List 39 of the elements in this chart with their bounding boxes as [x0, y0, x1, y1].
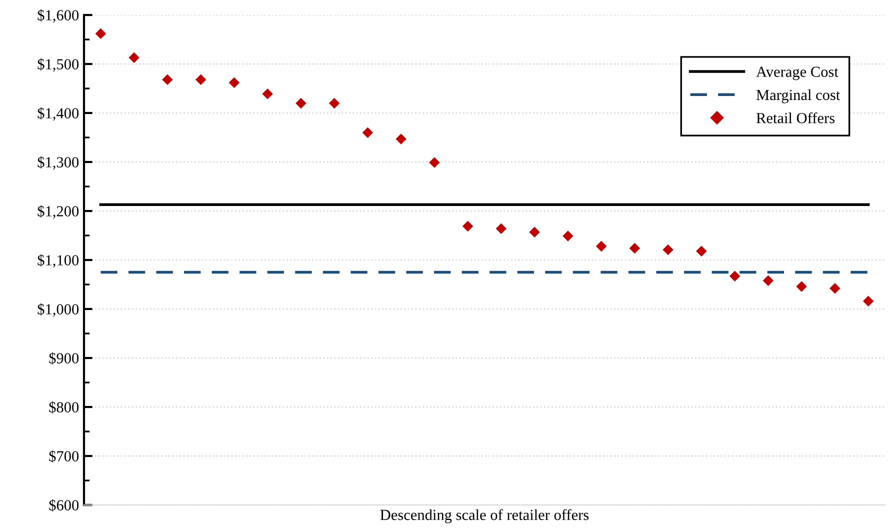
- y-tick-label: $1,500: [38, 58, 79, 72]
- point: [862, 296, 874, 307]
- point: [228, 77, 240, 88]
- point: [328, 98, 340, 109]
- point: [296, 98, 306, 109]
- point: [162, 74, 173, 86]
- point: [562, 230, 574, 242]
- point: [429, 157, 440, 168]
- x-axis-title: Descending scale of retailer offers: [380, 509, 589, 524]
- point: [462, 220, 474, 232]
- y-tick-label: $1,100: [38, 254, 79, 268]
- point: [496, 223, 507, 234]
- point: [729, 270, 740, 282]
- point: [195, 74, 206, 86]
- y-tick-label: $1,200: [38, 205, 79, 219]
- legend-label: Marginal cost: [756, 89, 840, 104]
- point: [95, 28, 106, 39]
- y-tick-label: $800: [49, 401, 79, 414]
- point: [796, 281, 807, 292]
- y-tick-label: $1,300: [38, 156, 79, 170]
- legend-label: Average Cost: [756, 66, 838, 80]
- point: [629, 242, 640, 254]
- y-tick-label: $900: [49, 352, 79, 364]
- point: [596, 240, 607, 252]
- y-tick-label: $1,000: [38, 303, 79, 317]
- point: [262, 88, 273, 100]
- y-tick-label: $1,600: [38, 9, 79, 23]
- point: [128, 52, 140, 64]
- point: [762, 275, 774, 286]
- point: [396, 134, 406, 144]
- point: [362, 127, 374, 138]
- legend-label: Retail Offers: [756, 112, 834, 124]
- y-tick-label: $1,400: [38, 107, 79, 121]
- y-tick-label: $600: [49, 499, 79, 512]
- point: [830, 283, 840, 294]
- point: [662, 244, 674, 256]
- point: [696, 246, 707, 257]
- y-tick-label: $700: [49, 450, 79, 462]
- point: [529, 226, 540, 238]
